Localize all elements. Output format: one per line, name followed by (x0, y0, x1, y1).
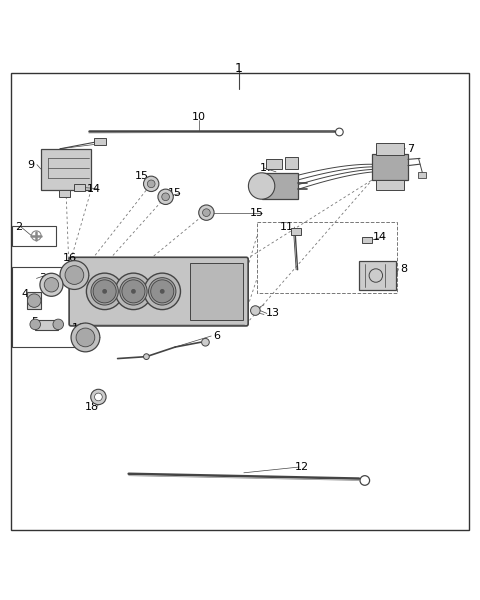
Text: 8: 8 (401, 264, 408, 274)
Text: 15: 15 (134, 171, 149, 181)
Circle shape (76, 328, 95, 347)
Circle shape (93, 280, 116, 303)
Text: 16: 16 (62, 253, 77, 263)
Text: 15: 15 (168, 188, 182, 199)
FancyBboxPatch shape (69, 257, 248, 326)
Circle shape (102, 289, 107, 294)
Text: 17: 17 (259, 163, 274, 173)
Bar (94, 138, 106, 145)
Circle shape (144, 354, 149, 359)
Text: 3: 3 (39, 274, 46, 283)
Circle shape (131, 289, 136, 294)
Bar (257, 222, 397, 293)
Text: 6: 6 (214, 331, 220, 341)
Circle shape (27, 294, 41, 307)
Circle shape (91, 278, 118, 305)
Circle shape (91, 389, 106, 404)
Circle shape (202, 338, 209, 346)
Text: 15: 15 (250, 208, 264, 218)
Circle shape (65, 266, 84, 284)
Circle shape (44, 278, 59, 292)
Circle shape (144, 176, 159, 191)
Circle shape (203, 209, 210, 217)
Bar (74, 184, 85, 191)
Bar (41, 149, 91, 190)
Text: 4: 4 (22, 289, 28, 299)
Circle shape (86, 273, 123, 310)
Bar (418, 172, 426, 178)
Bar (362, 236, 372, 244)
Text: 12: 12 (294, 462, 309, 472)
Bar (27, 292, 41, 309)
Text: 10: 10 (192, 112, 206, 122)
Text: 14: 14 (373, 232, 387, 242)
Circle shape (144, 273, 180, 310)
Bar (262, 173, 298, 199)
Circle shape (149, 278, 176, 305)
Circle shape (151, 280, 174, 303)
Bar (372, 154, 408, 180)
Circle shape (53, 319, 63, 329)
Text: 2: 2 (15, 222, 22, 232)
Circle shape (369, 269, 383, 282)
Circle shape (147, 180, 155, 188)
Circle shape (60, 260, 89, 289)
Text: 1: 1 (235, 62, 242, 75)
Circle shape (115, 273, 152, 310)
Text: 13: 13 (265, 308, 280, 319)
Bar (285, 157, 298, 169)
Circle shape (162, 193, 169, 200)
Bar (190, 263, 243, 320)
Bar (376, 180, 404, 190)
Bar (12, 226, 56, 246)
Circle shape (122, 280, 145, 303)
Bar (376, 143, 404, 155)
Text: 9: 9 (28, 160, 35, 170)
Bar (35, 320, 58, 330)
Circle shape (251, 306, 260, 316)
Circle shape (30, 319, 40, 329)
Bar (59, 190, 70, 197)
Text: 5: 5 (31, 317, 38, 326)
Bar (12, 268, 88, 347)
Text: 11: 11 (280, 222, 294, 232)
Circle shape (40, 273, 63, 296)
Bar (266, 160, 282, 169)
Circle shape (71, 323, 100, 352)
Circle shape (199, 205, 214, 220)
Bar (291, 228, 301, 235)
Circle shape (95, 393, 102, 401)
Text: 16: 16 (72, 323, 86, 333)
Bar (359, 260, 396, 290)
Text: 7: 7 (407, 144, 414, 154)
Text: 14: 14 (86, 184, 101, 194)
Circle shape (249, 173, 275, 199)
Circle shape (160, 289, 165, 294)
Circle shape (158, 189, 173, 205)
Text: 18: 18 (85, 401, 99, 412)
Circle shape (120, 278, 147, 305)
